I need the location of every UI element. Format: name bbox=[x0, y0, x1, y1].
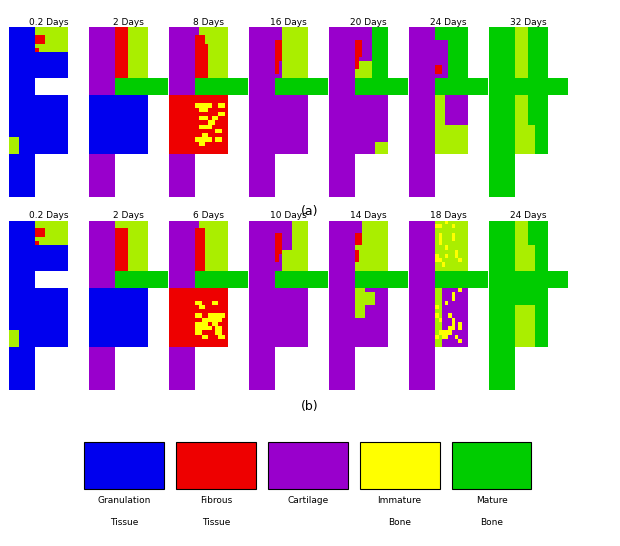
Text: Granulation: Granulation bbox=[97, 496, 151, 505]
Title: 2 Days: 2 Days bbox=[113, 211, 144, 221]
Title: 24 Days: 24 Days bbox=[510, 211, 547, 221]
Text: Cartilage: Cartilage bbox=[287, 496, 329, 505]
Title: 6 Days: 6 Days bbox=[193, 211, 224, 221]
Title: 10 Days: 10 Days bbox=[270, 211, 307, 221]
Title: 24 Days: 24 Days bbox=[430, 17, 467, 27]
Title: 0.2 Days: 0.2 Days bbox=[29, 17, 68, 27]
Text: Mature: Mature bbox=[476, 496, 507, 505]
Text: Bone: Bone bbox=[480, 518, 503, 527]
Title: 20 Days: 20 Days bbox=[350, 17, 387, 27]
Title: 2 Days: 2 Days bbox=[113, 17, 144, 27]
Text: Immature: Immature bbox=[378, 496, 422, 505]
Text: Tissue: Tissue bbox=[110, 518, 138, 527]
Bar bbox=[176, 442, 255, 489]
Title: 8 Days: 8 Days bbox=[193, 17, 224, 27]
Text: (a): (a) bbox=[301, 205, 319, 218]
Text: Bone: Bone bbox=[388, 518, 411, 527]
Text: Fibrous: Fibrous bbox=[200, 496, 232, 505]
Bar bbox=[451, 442, 531, 489]
Bar bbox=[84, 442, 164, 489]
Title: 32 Days: 32 Days bbox=[510, 17, 547, 27]
Text: (b): (b) bbox=[301, 400, 319, 413]
Title: 0.2 Days: 0.2 Days bbox=[29, 211, 68, 221]
Title: 14 Days: 14 Days bbox=[350, 211, 387, 221]
Bar bbox=[360, 442, 440, 489]
Title: 16 Days: 16 Days bbox=[270, 17, 307, 27]
Bar bbox=[268, 442, 348, 489]
Text: Tissue: Tissue bbox=[202, 518, 230, 527]
Title: 18 Days: 18 Days bbox=[430, 211, 467, 221]
